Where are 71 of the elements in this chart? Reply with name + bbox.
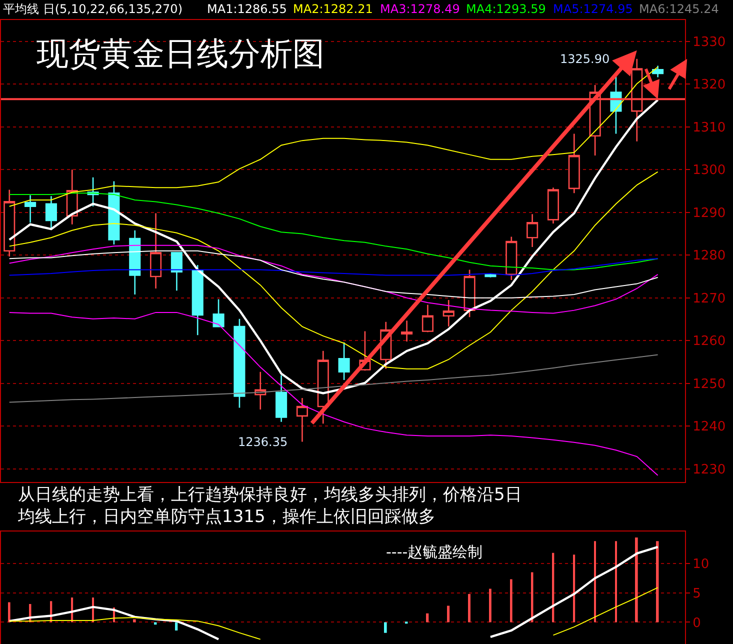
bar: [594, 541, 596, 622]
bar: [573, 554, 576, 622]
bar: [468, 594, 470, 622]
annotation: 1325.90: [560, 52, 610, 66]
line-series: [8, 244, 658, 314]
text: 从日线的走势上看，上行趋势保持良好，均线多头排列，价格沿5日均线上行，日内空单防守点1315，操作上依旧回踩做多: [17, 485, 522, 528]
bar: [510, 579, 512, 622]
candlestick: [296, 397, 308, 442]
text: MA2:1282.21: [293, 2, 373, 16]
text: 平均线 日(5,10,22,66,135,270): [3, 2, 183, 16]
candlestick: [129, 230, 141, 296]
text: MA6:1245.24: [639, 2, 719, 16]
y-tick-label: 1250: [692, 376, 726, 392]
y-tick-label: 5: [692, 586, 701, 602]
bar: [635, 538, 638, 622]
line-series: [8, 312, 658, 476]
bar: [175, 622, 178, 630]
y-tick-label: 1310: [692, 120, 726, 136]
text: MA5:1274.95: [553, 2, 633, 16]
text: MA3:1278.49: [380, 2, 460, 16]
candlestick: [276, 374, 288, 423]
y-tick-label: 1280: [692, 248, 726, 264]
candlestick: [338, 342, 350, 381]
candlestick: [464, 269, 476, 318]
line-series: [8, 354, 658, 403]
candlestick: [254, 371, 266, 410]
bar: [154, 622, 157, 625]
candlestick: [108, 180, 120, 246]
text: 现货黄金日线分析图: [36, 34, 325, 72]
line-series: [8, 258, 658, 276]
candlestick: [150, 212, 162, 290]
y-tick-label: 1320: [692, 78, 726, 93]
annotation: 1236.35: [238, 435, 288, 449]
y-tick-label: 10: [692, 556, 710, 572]
line-series: [8, 192, 658, 270]
candlestick: [526, 213, 538, 248]
text: MA4:1293.59: [466, 2, 546, 16]
candlestick: [170, 252, 182, 292]
bar: [133, 619, 136, 622]
y-tick-label: 1330: [692, 34, 726, 50]
y-tick-label: 0: [692, 616, 701, 631]
bar: [8, 602, 10, 622]
candlestick: [422, 304, 434, 333]
candlestick: [212, 298, 224, 328]
y-tick-label: 1240: [692, 420, 726, 435]
candlestick: [401, 320, 413, 342]
y-tick-label: 1230: [692, 462, 726, 478]
candlestick: [547, 186, 559, 224]
candlestick: [45, 196, 57, 229]
text: MA1:1286.55: [207, 2, 287, 16]
bar: [384, 622, 387, 633]
candlestick: [4, 189, 16, 258]
candlestick: [317, 350, 329, 424]
y-tick-label: 1270: [692, 291, 726, 306]
candlestick: [192, 264, 204, 336]
candlestick: [442, 299, 454, 328]
candlestick: [24, 194, 36, 224]
annotation: ----赵毓盛绘制: [386, 543, 483, 561]
line-series: [8, 171, 658, 370]
bar: [426, 613, 429, 622]
bar: [656, 541, 659, 622]
line-series: [8, 98, 659, 394]
candlestick: [234, 318, 246, 408]
bar: [447, 606, 450, 622]
candlestick: [506, 236, 518, 281]
y-tick-label: 1290: [692, 206, 726, 221]
y-tick-label: 1260: [692, 334, 726, 350]
candlestick: [568, 133, 580, 194]
y-tick-label: 1300: [692, 163, 726, 178]
bar: [489, 588, 492, 622]
bar: [615, 541, 617, 622]
